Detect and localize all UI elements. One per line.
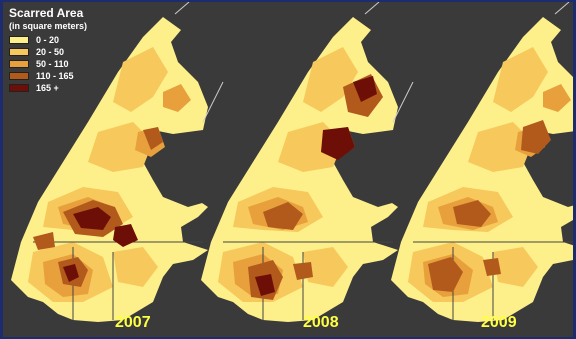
legend-label: 165 + xyxy=(36,83,59,93)
legend-swatch xyxy=(9,36,29,44)
legend-title: Scarred Area xyxy=(9,6,84,20)
map-panel-2009 xyxy=(390,2,573,323)
legend-label: 0 - 20 xyxy=(36,35,60,45)
year-label-2009: 2009 xyxy=(481,314,517,331)
legend-swatch xyxy=(9,72,29,80)
legend-item: 110 - 165 xyxy=(9,70,179,82)
map-panel-2007 xyxy=(10,2,224,323)
legend-swatch xyxy=(9,84,29,92)
legend-item: 20 - 50 xyxy=(9,46,179,58)
legend-label: 110 - 165 xyxy=(36,71,74,81)
legend-label: 20 - 50 xyxy=(36,47,65,57)
legend-subtitle: (in square meters) xyxy=(9,21,88,31)
map-legend: Scarred Area (in square meters) 0 - 20 2… xyxy=(9,7,179,94)
legend-swatch xyxy=(9,60,29,68)
year-label-2007: 2007 xyxy=(115,314,151,331)
map-panels xyxy=(10,2,573,323)
legend-swatch xyxy=(9,48,29,56)
legend-item: 165 + xyxy=(9,82,179,94)
legend-item: 50 - 110 xyxy=(9,58,179,70)
year-label-2008: 2008 xyxy=(303,314,339,331)
legend-item: 0 - 20 xyxy=(9,34,179,46)
map-panel-2008 xyxy=(200,2,414,323)
legend-label: 50 - 110 xyxy=(36,59,69,69)
